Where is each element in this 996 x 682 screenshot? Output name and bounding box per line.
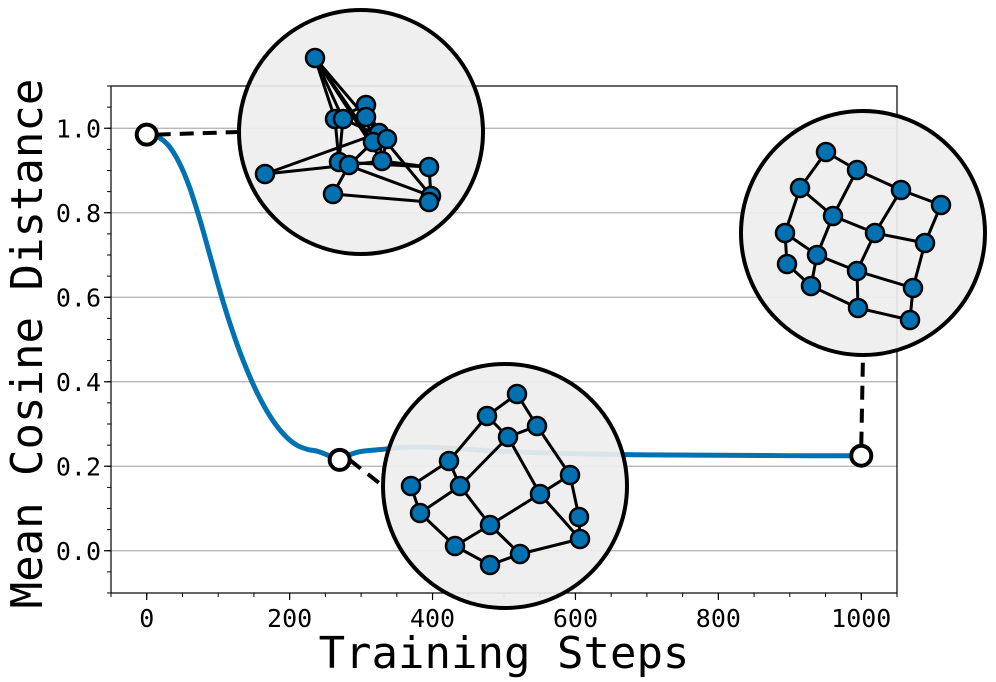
graph-node	[902, 277, 924, 299]
graph-node	[806, 244, 828, 266]
graph-node	[376, 128, 398, 150]
snapshot-marker	[134, 122, 159, 147]
graph-node	[409, 502, 431, 524]
tick-layer: 0.0 0.2 0.4 0.6 0.8 1.0 0 200 400 600 800 1000	[56, 114, 892, 633]
connector-line	[859, 354, 865, 446]
graph-node	[418, 156, 440, 178]
graph-node	[822, 205, 844, 227]
graph-inset	[381, 362, 629, 610]
graph-node	[914, 232, 936, 254]
graph-node	[774, 222, 796, 244]
y-tick-label: 0.8	[56, 199, 101, 228]
graph-node	[438, 450, 460, 472]
graph-node	[371, 150, 393, 172]
y-tick-label: 1.0	[56, 114, 101, 143]
graph-node	[569, 528, 591, 550]
graph-node	[899, 309, 921, 331]
graph-node	[418, 191, 440, 213]
graph-node	[497, 426, 519, 448]
graph-node	[304, 47, 326, 69]
graph-node	[864, 222, 886, 244]
x-tick-label: 200	[267, 604, 312, 633]
graph-node	[800, 275, 822, 297]
graph-inset	[739, 109, 987, 357]
y-axis-title: Mean Cosine Distance	[2, 79, 53, 609]
x-tick-label: 1000	[831, 604, 891, 633]
y-tick-label: 0.0	[56, 537, 101, 566]
graph-node	[479, 554, 501, 576]
connector-layer	[156, 130, 865, 488]
graph-edge	[332, 192, 430, 204]
inset-circle	[237, 8, 485, 256]
graph-edge	[519, 537, 581, 556]
connector-line	[348, 458, 385, 488]
graph-node	[559, 464, 581, 486]
graph-node	[846, 159, 868, 181]
graph-node	[449, 475, 471, 497]
graph-node	[846, 260, 868, 282]
y-tick-label: 0.6	[56, 283, 101, 312]
graph-node	[815, 141, 837, 163]
inset-layer	[237, 8, 987, 610]
graph-node	[476, 405, 498, 427]
x-tick-label: 0	[139, 604, 154, 633]
x-tick-label: 800	[696, 604, 741, 633]
graph-node	[332, 108, 354, 130]
graph-node	[254, 163, 276, 185]
graph-inset	[237, 8, 485, 256]
x-tick-label: 400	[410, 604, 455, 633]
x-tick-label: 600	[553, 604, 598, 633]
graph-node	[529, 483, 551, 505]
graph-node	[509, 543, 531, 565]
connector-line	[156, 130, 240, 137]
graph-edge	[264, 131, 380, 176]
graph-edge	[506, 436, 542, 495]
y-tick-label: 0.4	[56, 368, 101, 397]
marker-layer	[134, 122, 874, 472]
graph-node	[506, 383, 528, 405]
graph-node	[444, 535, 466, 557]
graph-node	[776, 253, 798, 275]
graph-node	[479, 514, 501, 536]
inset-circle	[739, 109, 987, 357]
graph-edge	[458, 435, 510, 488]
snapshot-marker	[327, 447, 352, 472]
graph-node	[355, 106, 377, 128]
graph-node	[890, 179, 912, 201]
y-tick-label: 0.2	[56, 452, 101, 481]
snapshot-marker	[849, 443, 874, 468]
graph-node	[568, 506, 590, 528]
graph-node	[526, 415, 548, 437]
graph-node	[322, 183, 344, 205]
graph-node	[789, 177, 811, 199]
inset-circle	[381, 362, 629, 610]
graph-node	[400, 475, 422, 497]
x-axis-title: Training Steps	[319, 628, 690, 679]
graph-node	[930, 194, 952, 216]
graph-node	[338, 154, 360, 176]
graph-edge	[313, 57, 345, 120]
graph-node	[847, 297, 869, 319]
